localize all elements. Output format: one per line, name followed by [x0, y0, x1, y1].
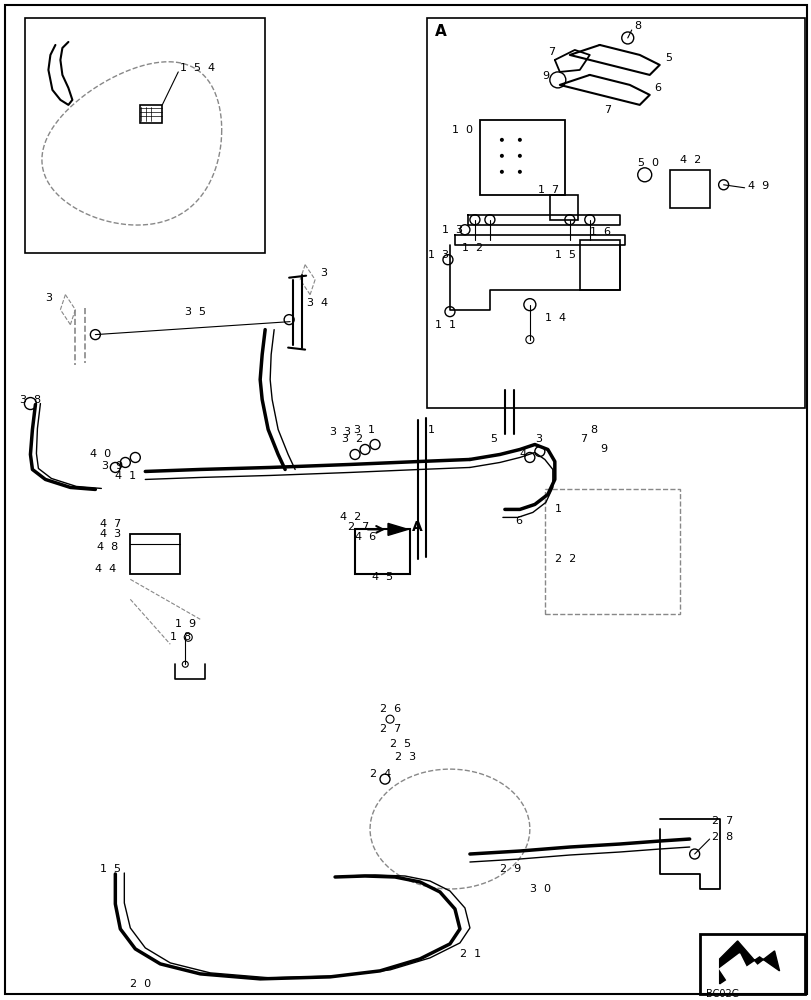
Bar — [25, 18, 265, 253]
Text: 3  5: 3 5 — [185, 307, 206, 317]
Text: 4  2: 4 2 — [679, 155, 700, 165]
Text: 4  7: 4 7 — [101, 519, 122, 529]
Bar — [544, 489, 679, 614]
Bar — [701, 936, 801, 992]
Bar — [669, 170, 709, 208]
Text: 1  3: 1 3 — [441, 225, 462, 235]
Text: 9: 9 — [599, 444, 606, 454]
Text: 3: 3 — [320, 268, 327, 278]
Text: 2  8: 2 8 — [710, 832, 732, 842]
Circle shape — [517, 154, 521, 158]
Text: 3  0: 3 0 — [530, 884, 550, 894]
Text: 2  7: 2 7 — [710, 816, 732, 826]
Text: 1  2: 1 2 — [461, 243, 483, 253]
Bar — [140, 105, 162, 123]
Text: 2  4: 2 4 — [370, 769, 391, 779]
Text: 3: 3 — [534, 434, 541, 444]
Text: 4  4: 4 4 — [95, 564, 117, 574]
Text: A: A — [435, 24, 446, 39]
Polygon shape — [719, 941, 779, 984]
Text: 3  9: 3 9 — [102, 461, 123, 471]
Text: 1  6: 1 6 — [589, 227, 610, 237]
Text: 1  5  4: 1 5 4 — [180, 63, 215, 73]
Text: 4  1: 4 1 — [115, 471, 136, 481]
Bar — [699, 934, 804, 994]
Text: 1  5: 1 5 — [101, 864, 121, 874]
Circle shape — [500, 154, 504, 158]
Text: 4  5: 4 5 — [371, 572, 393, 582]
Text: 4  9: 4 9 — [747, 181, 768, 191]
Text: 3  4: 3 4 — [307, 298, 328, 308]
Bar — [479, 120, 564, 195]
Text: 2  7: 2 7 — [380, 724, 401, 734]
Text: 1  8: 1 8 — [170, 632, 191, 642]
Text: 3  1: 3 1 — [354, 425, 375, 435]
Circle shape — [500, 138, 504, 142]
Text: 2  6: 2 6 — [380, 704, 401, 714]
Text: 1  5: 1 5 — [554, 250, 575, 260]
Bar — [579, 240, 619, 290]
Text: 1: 1 — [427, 425, 435, 435]
Text: 2  9: 2 9 — [500, 864, 521, 874]
Text: 3  2: 3 2 — [341, 434, 363, 444]
Text: A: A — [411, 520, 423, 534]
Text: 4  6: 4 6 — [354, 532, 375, 542]
Text: 2  0: 2 0 — [130, 979, 152, 989]
Circle shape — [500, 170, 504, 174]
Text: 7: 7 — [547, 47, 554, 57]
Text: 7: 7 — [603, 105, 610, 115]
Text: 1  9: 1 9 — [175, 619, 196, 629]
Polygon shape — [719, 954, 749, 984]
Text: 2  3: 2 3 — [394, 752, 415, 762]
Bar — [130, 534, 180, 574]
Text: 4: 4 — [519, 449, 526, 459]
Text: 1  3: 1 3 — [427, 250, 448, 260]
Text: 1  7: 1 7 — [537, 185, 558, 195]
Bar — [427, 18, 804, 408]
Text: 4  0: 4 0 — [90, 449, 111, 459]
Bar — [549, 195, 577, 220]
Polygon shape — [388, 523, 407, 535]
Text: BC02G: BC02G — [705, 989, 738, 999]
Text: 2  2: 2 2 — [554, 554, 575, 564]
Circle shape — [517, 138, 521, 142]
Text: 1  1: 1 1 — [435, 320, 456, 330]
Text: 6: 6 — [514, 516, 521, 526]
Text: 8: 8 — [634, 21, 641, 31]
Text: 1  4: 1 4 — [544, 313, 565, 323]
Text: 5: 5 — [664, 53, 671, 63]
Text: 4  8: 4 8 — [97, 542, 118, 552]
Text: 3  8: 3 8 — [20, 395, 41, 405]
Text: 2  5: 2 5 — [389, 739, 410, 749]
Text: 3  3: 3 3 — [330, 427, 350, 437]
Text: 3: 3 — [45, 293, 53, 303]
Bar — [354, 529, 410, 574]
Circle shape — [517, 170, 521, 174]
Text: 5  0: 5 0 — [637, 158, 658, 168]
Text: 2  7: 2 7 — [348, 522, 369, 532]
Text: 8: 8 — [589, 425, 596, 435]
Text: 9: 9 — [541, 71, 548, 81]
Text: 4  2: 4 2 — [340, 512, 361, 522]
Text: 4  3: 4 3 — [101, 529, 122, 539]
Text: 6: 6 — [654, 83, 661, 93]
Text: 1  0: 1 0 — [452, 125, 472, 135]
Text: 5: 5 — [489, 434, 496, 444]
Text: 7: 7 — [579, 434, 586, 444]
Text: 1: 1 — [554, 504, 561, 514]
Text: 2  1: 2 1 — [459, 949, 480, 959]
